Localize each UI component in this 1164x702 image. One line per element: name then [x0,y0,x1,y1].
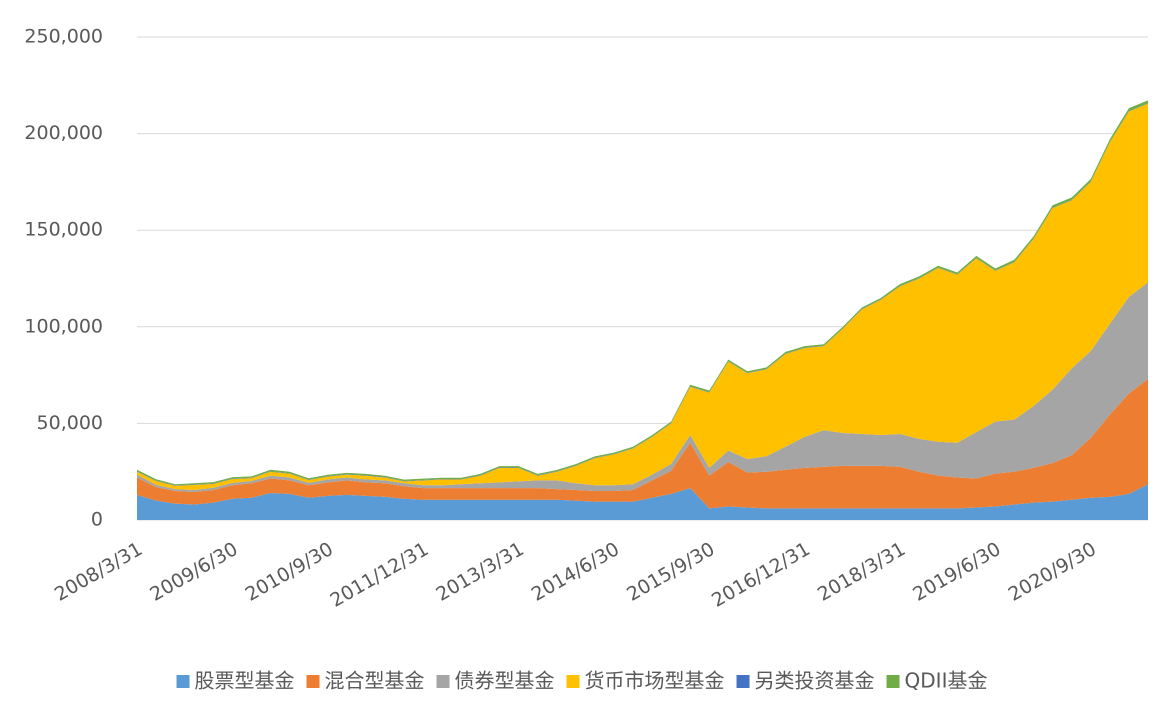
legend-label: 另类投资基金 [755,669,875,693]
legend-swatch [886,675,900,688]
legend-swatch [436,675,450,688]
y-tick-label: 200,000 [24,122,103,144]
legend-label: 股票型基金 [195,669,295,693]
y-tick-label: 150,000 [24,219,103,241]
y-tick-label: 250,000 [24,26,103,48]
x-tick-label: 2020/9/30 [1005,538,1100,606]
x-tick-label: 2015/9/30 [623,538,718,606]
x-tick-label: 2013/3/31 [432,538,527,606]
x-tick-label: 2009/6/30 [146,538,241,606]
legend-swatch [566,675,580,688]
y-tick-label: 100,000 [24,315,103,337]
legend: 股票型基金 混合型基金 债券型基金 货币市场型基金 另类投资基金 QDII基金 [176,669,988,693]
legend-label: 混合型基金 [325,669,425,693]
legend-swatch [176,675,190,688]
legend-swatch [736,675,750,688]
y-tick-label: 50,000 [37,412,103,434]
x-tick-label: 2008/3/31 [51,538,146,606]
area [137,103,1148,491]
legend-label: 货币市场型基金 [585,669,725,693]
x-tick-label: 2014/6/30 [528,538,623,606]
x-tick-label: 2010/9/30 [242,538,337,606]
x-tick-label: 2019/6/30 [909,538,1004,606]
legend-label: QDII基金 [905,669,988,693]
legend-label: 债券型基金 [455,669,555,693]
area [137,378,1148,509]
legend-swatch [306,675,320,688]
area [137,484,1148,520]
y-tick-label: 0 [91,509,103,531]
area [137,282,1148,492]
x-tick-label: 2011/12/31 [327,538,433,612]
x-tick-label: 2018/3/31 [814,538,909,606]
x-tick-label: 2016/12/31 [708,538,814,612]
